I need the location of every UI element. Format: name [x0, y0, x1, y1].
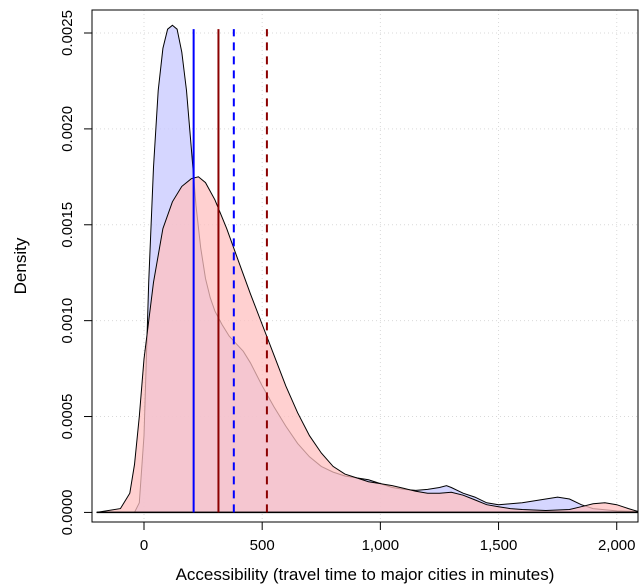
x-tick-label: 1,000: [362, 537, 400, 554]
x-tick-label: 1,500: [480, 537, 518, 554]
density-area-2: [96, 176, 639, 513]
x-axis: 0 500 1,000 1,500 2,000: [140, 521, 636, 554]
y-tick-label: 0.0025: [59, 10, 76, 56]
y-tick-label: 0.0000: [59, 489, 76, 535]
y-tick-label: 0.0010: [59, 298, 76, 344]
y-tick-label: 0.0020: [59, 106, 76, 152]
y-axis-title: Density: [11, 237, 30, 294]
x-axis-title: Accessibility (travel time to major citi…: [176, 565, 555, 584]
x-tick-label: 2,000: [598, 537, 636, 554]
x-tick-label: 500: [250, 537, 275, 554]
y-tick-label: 0.0015: [59, 202, 76, 248]
reference-lines: [192, 29, 268, 513]
x-tick-label: 0: [140, 537, 148, 554]
density-series: [96, 24, 639, 514]
y-tick-label: 0.0005: [59, 394, 76, 440]
y-axis: 0.0000 0.0005 0.0010 0.0015 0.0020 0.0025: [59, 10, 93, 535]
